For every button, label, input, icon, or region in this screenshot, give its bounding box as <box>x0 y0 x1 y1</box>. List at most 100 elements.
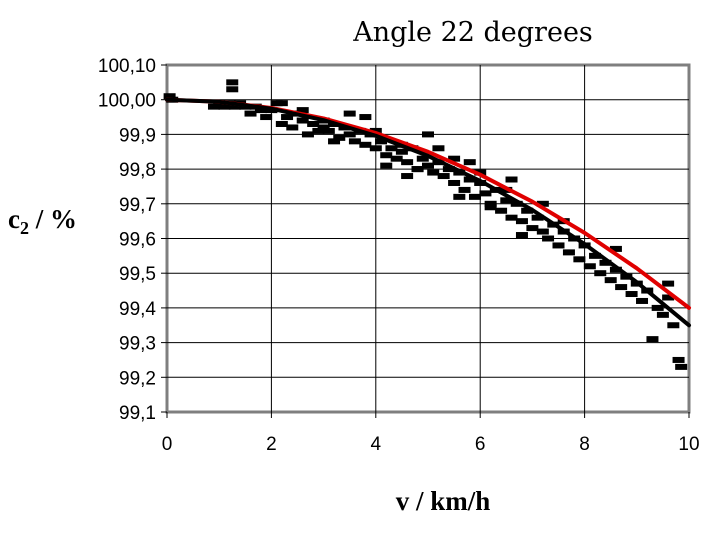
data-point <box>521 207 534 214</box>
data-point <box>307 120 320 127</box>
data-point <box>218 103 231 110</box>
data-point <box>207 103 220 110</box>
x-tick-label: 4 <box>371 434 382 455</box>
data-point <box>526 225 539 232</box>
data-point <box>484 200 497 207</box>
data-point <box>228 103 241 110</box>
y-tick-label: 99,7 <box>119 195 156 216</box>
data-point <box>667 322 680 329</box>
data-point <box>432 145 445 152</box>
y-axis-label-rest: / % <box>29 204 77 234</box>
x-tick-label: 0 <box>162 434 173 455</box>
y-tick-label: 99,4 <box>119 299 156 320</box>
y-axis-label: c2 / % <box>8 204 77 238</box>
data-point <box>348 138 361 145</box>
data-point <box>662 280 675 287</box>
fit-curves <box>165 97 691 328</box>
data-point <box>317 124 330 131</box>
data-point <box>296 117 309 124</box>
data-point <box>636 297 649 304</box>
data-point <box>675 363 688 370</box>
data-point <box>594 270 607 277</box>
chart-title: Angle 22 degrees <box>352 17 593 48</box>
y-tick-label: 99,5 <box>119 264 156 285</box>
fit-curve <box>165 97 691 328</box>
data-point <box>442 166 455 173</box>
data-point <box>662 294 675 301</box>
data-point <box>651 304 664 311</box>
y-tick-label: 99,1 <box>119 403 156 424</box>
data-point <box>609 266 622 273</box>
y-tick-label: 100,00 <box>98 91 156 112</box>
y-axis-label-subscript: 2 <box>20 218 29 238</box>
data-point <box>536 200 549 207</box>
data-point <box>380 152 393 159</box>
data-point <box>369 145 382 152</box>
data-point <box>359 141 372 148</box>
data-point <box>515 218 528 225</box>
data-point <box>536 228 549 235</box>
data-point <box>343 110 356 117</box>
data-point <box>656 311 669 318</box>
data-point <box>604 277 617 284</box>
data-point <box>542 235 555 242</box>
data-point <box>226 79 239 86</box>
data-point <box>552 242 565 249</box>
x-axis-ticks: 0 2 4 6 8 10 <box>162 412 700 455</box>
data-point <box>505 176 518 183</box>
data-point <box>609 245 622 252</box>
data-point <box>479 190 492 197</box>
data-point <box>359 114 372 121</box>
data-point <box>458 186 471 193</box>
data-point <box>301 131 314 138</box>
data-point <box>437 173 450 180</box>
data-point <box>286 124 299 131</box>
data-point <box>589 252 602 259</box>
data-point <box>375 138 388 145</box>
data-point <box>468 193 481 200</box>
data-point <box>385 145 398 152</box>
data-point <box>422 162 434 169</box>
y-tick-label: 99,2 <box>119 368 156 389</box>
grid <box>167 65 689 412</box>
data-point <box>281 114 294 121</box>
x-tick-label: 6 <box>475 434 486 455</box>
y-axis-label-main: c <box>8 204 20 234</box>
data-point <box>495 207 508 214</box>
data-point <box>312 127 325 134</box>
x-tick-label: 2 <box>266 434 277 455</box>
data-point <box>411 166 424 173</box>
data-point <box>646 336 659 343</box>
data-point <box>510 200 523 207</box>
data-point <box>244 110 257 117</box>
data-point <box>562 249 575 256</box>
data-point <box>275 120 288 127</box>
data-point <box>422 131 434 138</box>
data-point <box>395 148 408 155</box>
data-point <box>599 259 612 266</box>
data-point <box>390 155 403 162</box>
data-point <box>484 204 497 211</box>
data-point <box>448 155 461 162</box>
data-point <box>163 93 176 100</box>
data-point <box>463 176 476 183</box>
data-point <box>254 107 267 114</box>
data-point <box>401 159 414 166</box>
x-tick-label: 8 <box>579 434 590 455</box>
data-point <box>275 100 288 107</box>
data-point <box>505 214 518 221</box>
data-point <box>500 197 513 204</box>
data-point <box>401 173 414 180</box>
y-tick-label: 100,10 <box>98 56 156 77</box>
data-point <box>333 134 346 141</box>
y-tick-label: 99,8 <box>119 160 156 181</box>
y-tick-label: 99,3 <box>119 334 156 355</box>
x-tick-label: 10 <box>678 434 699 455</box>
data-point <box>615 284 628 291</box>
data-point <box>328 138 341 145</box>
data-point <box>380 162 393 169</box>
data-point <box>343 131 356 138</box>
data-point <box>531 214 544 221</box>
x-axis-label: v / km/h <box>396 486 491 516</box>
